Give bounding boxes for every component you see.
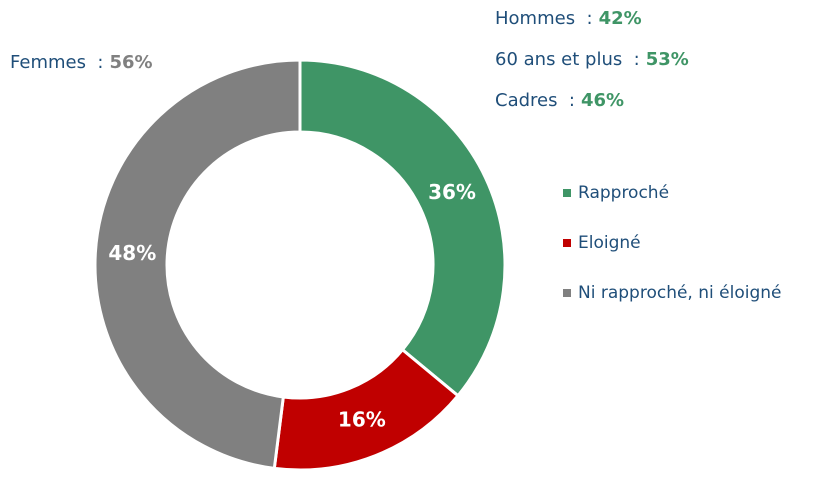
annotation-value: 56% [109, 52, 152, 73]
legend-swatch [563, 239, 571, 247]
donut-slice [93, 58, 302, 471]
legend-label: Rapproché [578, 183, 669, 203]
annotation: Hommes : 42% [495, 8, 642, 29]
value-label: 36% [428, 180, 476, 204]
value-label: 16% [338, 408, 386, 432]
annotation: 60 ans et plus : 53% [495, 49, 689, 70]
annotation: Cadres : 46% [495, 90, 624, 111]
annotation: Femmes : 56% [10, 52, 153, 73]
annotation-value: 46% [581, 90, 624, 111]
legend-label: Ni rapproché, ni éloigné [578, 283, 781, 303]
annotation-value: 53% [646, 49, 689, 70]
legend-swatch [563, 189, 571, 197]
annotation-text: 60 ans et plus : [495, 49, 640, 70]
legend-swatch [563, 289, 571, 297]
annotation-text: Cadres : [495, 90, 575, 111]
legend-label: Eloigné [578, 233, 641, 253]
annotation-text: Hommes : [495, 8, 593, 29]
donut-slice [298, 58, 507, 398]
value-label: 48% [108, 241, 156, 265]
annotation-value: 42% [599, 8, 642, 29]
annotation-text: Femmes : [10, 52, 103, 73]
